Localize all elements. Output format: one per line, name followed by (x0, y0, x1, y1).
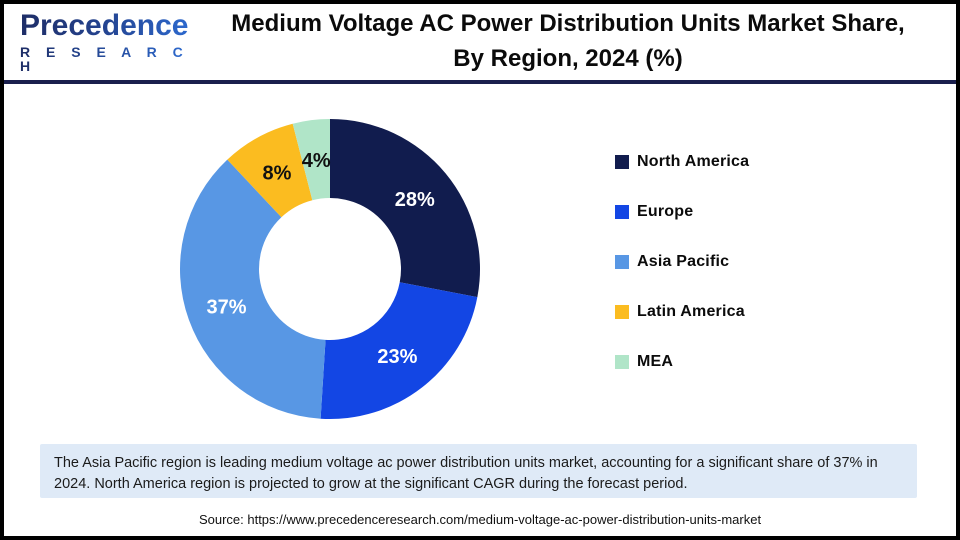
legend-item-latin-america: Latin America (615, 302, 749, 322)
donut-segment-latin-america (227, 123, 313, 218)
legend-label: Asia Pacific (637, 253, 730, 270)
legend-label: Europe (637, 203, 694, 220)
donut-segment-label-latin-america: 8% (263, 163, 292, 185)
legend-item-asia-pacific: Asia Pacific (615, 252, 749, 272)
legend-label: MEA (637, 353, 674, 370)
donut-chart: 28% 23% 37% 8% 4% (178, 117, 482, 421)
chart-title-line1: Medium Voltage AC Power Distribution Uni… (231, 10, 905, 38)
legend-swatch-asia-pacific-icon (615, 255, 629, 269)
source-line: Source: https://www.precedenceresearch.c… (198, 512, 762, 527)
donut-segment-europe (320, 282, 478, 419)
donut-segment-label-europe: 23% (377, 346, 417, 368)
legend: North America Europe Asia Pacific Latin … (615, 152, 749, 402)
header: Precedence R E S E A R C H Medium Voltag… (4, 4, 956, 84)
legend-swatch-mea-icon (615, 355, 629, 369)
legend-swatch-latin-america-icon (615, 305, 629, 319)
donut-segment-north-america (330, 119, 480, 298)
donut-segment-label-mea: 4% (302, 150, 331, 172)
legend-label: North America (637, 153, 750, 170)
precedence-research-logo: Precedence R E S E A R C H (4, 11, 204, 74)
legend-label: Latin America (637, 303, 745, 320)
legend-swatch-europe-icon (615, 205, 629, 219)
brand-name: Precedence (20, 11, 204, 41)
brand-subtitle: R E S E A R C H (20, 45, 204, 73)
summary-note: The Asia Pacific region is leading mediu… (40, 444, 917, 498)
legend-swatch-north-america-icon (615, 155, 629, 169)
legend-item-mea: MEA (615, 352, 749, 372)
legend-item-europe: Europe (615, 202, 749, 222)
chart-title-line2: By Region, 2024 (%) (453, 45, 683, 72)
legend-item-north-america: North America (615, 152, 749, 172)
donut-segment-mea (292, 119, 330, 201)
donut-segment-label-asia-pacific: 37% (206, 296, 246, 318)
chart-title: Medium Voltage AC Power Distribution Uni… (204, 7, 956, 77)
donut-segment-asia-pacific (179, 159, 326, 419)
donut-chart-svg: 28% 23% 37% 8% 4% (179, 119, 480, 419)
donut-segment-label-north-america: 28% (395, 189, 435, 211)
